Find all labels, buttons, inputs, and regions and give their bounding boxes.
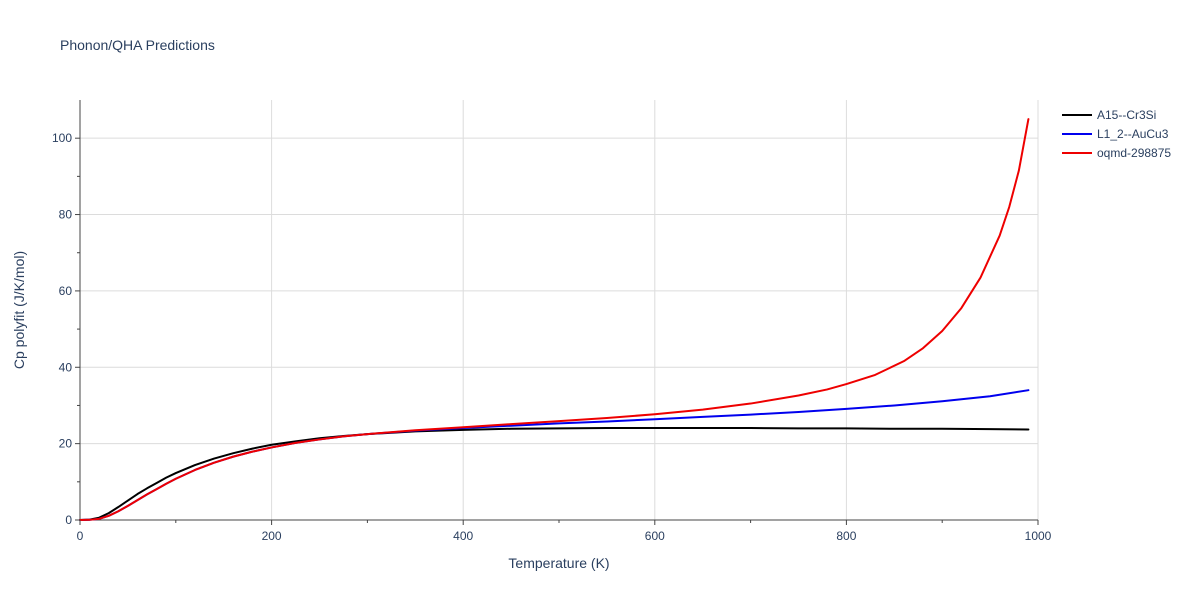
x-tick-label: 1000	[1025, 529, 1052, 543]
legend-label-0[interactable]: A15--Cr3Si	[1097, 108, 1156, 122]
y-axis-ticks: 0 20 40 60 80 100	[52, 131, 80, 527]
legend-label-2[interactable]: oqmd-298875	[1097, 146, 1171, 160]
x-tick-label: 800	[836, 529, 856, 543]
x-tick-label: 0	[77, 529, 84, 543]
x-tick-label: 600	[645, 529, 665, 543]
x-axis-title: Temperature (K)	[508, 555, 609, 571]
y-tick-label: 40	[59, 360, 73, 374]
y-tick-label: 20	[59, 437, 73, 451]
legend: A15--Cr3Si L1_2--AuCu3 oqmd-298875	[1062, 108, 1171, 160]
chart-title: Phonon/QHA Predictions	[60, 37, 215, 53]
y-axis-title: Cp polyfit (J/K/mol)	[11, 251, 27, 369]
x-tick-label: 400	[453, 529, 473, 543]
series-line-0	[79, 426, 1030, 521]
plot-area	[79, 118, 1030, 521]
y-tick-label: 80	[59, 208, 73, 222]
x-axis-ticks: 0 200 400 600 800 1000	[77, 520, 1052, 543]
y-tick-label: 0	[65, 513, 72, 527]
x-tick-label: 200	[262, 529, 282, 543]
legend-label-1[interactable]: L1_2--AuCu3	[1097, 127, 1169, 141]
y-tick-label: 60	[59, 284, 73, 298]
series-line-2	[79, 118, 1030, 521]
grid-lines	[80, 100, 1039, 520]
y-tick-label: 100	[52, 131, 72, 145]
